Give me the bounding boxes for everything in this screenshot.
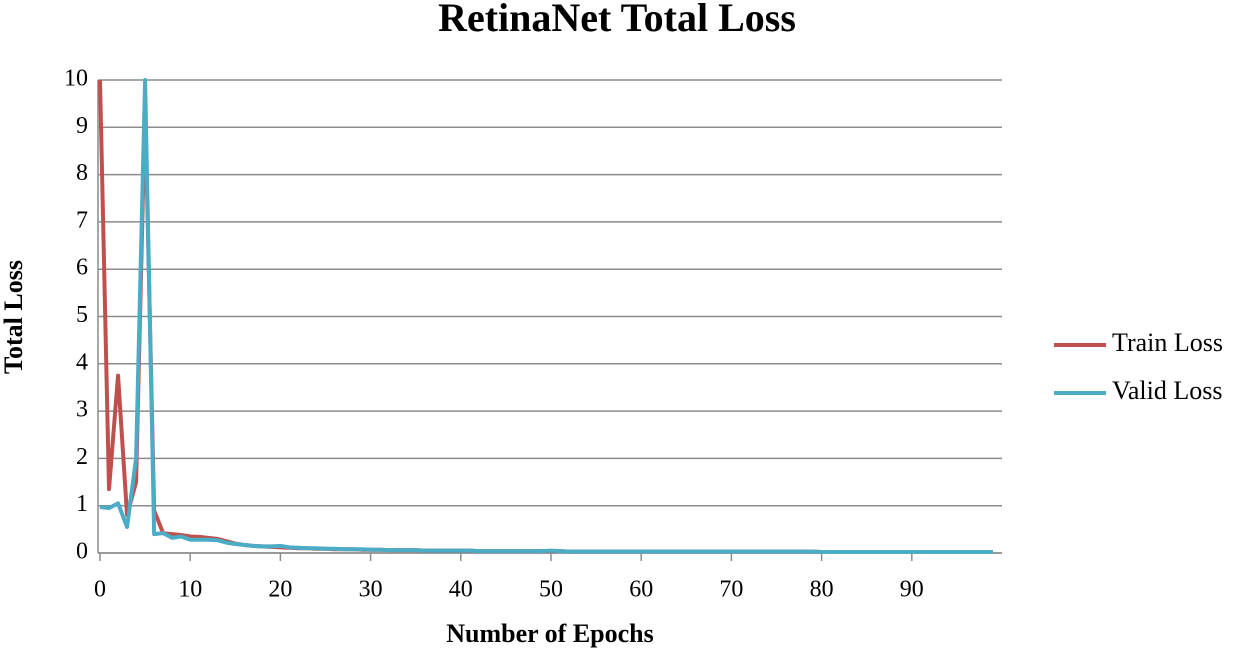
x-tick-label: 90 (900, 577, 924, 603)
y-tick-label: 5 (76, 302, 88, 328)
x-tick-label: 30 (359, 577, 383, 603)
y-tick-label: 1 (76, 491, 88, 517)
x-tick-label: 0 (94, 577, 106, 603)
y-tick-label: 0 (76, 539, 88, 565)
y-axis-label: Total Loss (0, 260, 28, 374)
legend-label: Train Loss (1112, 328, 1223, 357)
y-tick-label: 4 (76, 349, 88, 375)
legend-label: Valid Loss (1112, 376, 1223, 405)
x-tick-label: 70 (719, 577, 743, 603)
y-tick-label: 2 (76, 444, 88, 470)
chart-title: RetinaNet Total Loss (438, 0, 796, 40)
loss-line (99, 78, 993, 555)
y-tick-label: 3 (76, 397, 88, 423)
x-tick-label: 20 (268, 577, 292, 603)
y-tick-label: 10 (64, 66, 88, 92)
y-tick-label: 6 (76, 255, 88, 281)
x-tick-label: 50 (539, 577, 563, 603)
x-tick-label: 10 (178, 577, 202, 603)
x-tick-label: 60 (629, 577, 653, 603)
x-tick-label: 40 (449, 577, 473, 603)
y-tick-label: 9 (76, 113, 88, 139)
x-axis-label: Number of Epochs (446, 619, 654, 648)
x-tick-label: 80 (810, 577, 834, 603)
y-tick-label: 7 (76, 207, 88, 233)
y-tick-label: 8 (76, 160, 88, 186)
